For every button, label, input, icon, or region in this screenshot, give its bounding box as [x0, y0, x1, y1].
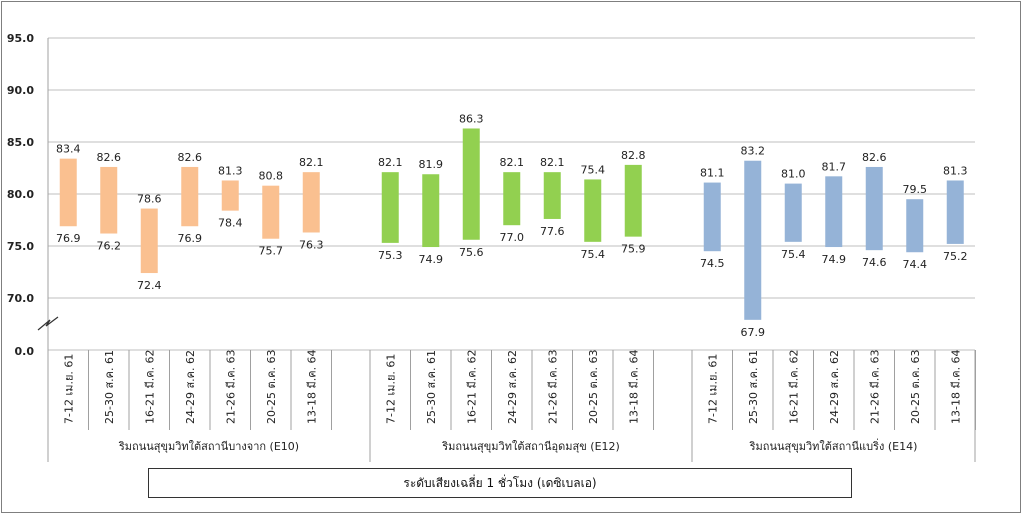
min-data-label: 76.2 — [97, 240, 122, 253]
range-bar — [422, 174, 440, 248]
y-tick-label: 75.0 — [7, 240, 34, 253]
y-tick-label: 0.0 — [15, 345, 35, 358]
max-data-label: 81.0 — [781, 168, 806, 181]
range-bar — [302, 172, 320, 233]
category-label: 16-21 มี.ค. 62 — [787, 349, 800, 424]
category-label: 25-30 ส.ค. 61 — [103, 350, 116, 424]
category-label: 7-12 เม.ย. 61 — [706, 354, 719, 424]
range-bar — [784, 183, 802, 242]
max-data-label: 81.3 — [943, 164, 968, 177]
min-data-label: 74.9 — [419, 253, 444, 266]
range-bar — [624, 164, 642, 237]
min-data-label: 75.2 — [943, 250, 968, 263]
min-data-label: 76.9 — [56, 232, 81, 245]
min-data-label: 76.3 — [299, 238, 324, 251]
max-data-label: 81.7 — [822, 160, 847, 173]
max-data-label: 82.1 — [500, 156, 525, 169]
max-data-label: 78.6 — [137, 193, 162, 206]
max-data-label: 81.1 — [700, 167, 725, 180]
range-bar — [946, 180, 964, 244]
group-label: ริมถนนสุขุมวิทใต้สถานีอุดมสุข (E12) — [441, 440, 620, 453]
category-label: 21-26 มี.ค. 63 — [546, 349, 559, 424]
category-label: 21-26 มี.ค. 63 — [868, 349, 881, 424]
y-tick-label: 90.0 — [7, 84, 34, 97]
min-data-label: 76.9 — [178, 232, 203, 245]
axis-break-marker — [37, 316, 59, 331]
max-data-label: 82.1 — [540, 156, 565, 169]
max-data-label: 82.1 — [299, 156, 324, 169]
category-label: 16-21 มี.ค. 62 — [143, 349, 156, 424]
range-bar — [181, 166, 199, 227]
range-bar — [140, 208, 158, 274]
min-data-label: 72.4 — [137, 279, 162, 292]
category-label: 24-29 ส.ค. 62 — [184, 350, 197, 424]
max-data-label: 75.4 — [581, 163, 606, 176]
range-bar — [503, 172, 521, 226]
max-data-label: 83.2 — [741, 145, 766, 158]
group-label: ริมถนนสุขุมวิทใต้สถานีแบริ่ง (E14) — [749, 438, 918, 453]
min-data-label: 75.4 — [781, 248, 806, 261]
min-data-label: 78.4 — [218, 217, 243, 230]
min-data-label: 75.9 — [621, 243, 646, 256]
min-data-label: 74.9 — [822, 253, 847, 266]
min-data-label: 77.0 — [500, 231, 525, 244]
max-data-label: 81.9 — [419, 158, 444, 171]
category-label: 21-26 มี.ค. 63 — [224, 349, 237, 424]
max-data-label: 82.1 — [378, 156, 403, 169]
max-data-label: 83.4 — [56, 143, 81, 156]
min-data-label: 74.4 — [903, 258, 928, 271]
min-data-label: 74.5 — [700, 257, 725, 270]
min-data-label: 75.6 — [459, 246, 484, 259]
category-label: 13-18 มี.ค. 64 — [949, 349, 962, 424]
range-bar — [262, 185, 280, 239]
max-data-label: 81.3 — [218, 164, 243, 177]
category-label: 24-29 ส.ค. 62 — [506, 350, 519, 424]
min-data-label: 75.7 — [259, 245, 284, 258]
max-data-label: 82.6 — [97, 151, 122, 164]
range-bar — [703, 182, 721, 252]
legend-box: ระดับเสียงเฉลี่ย 1 ชั่วโมง (เดซิเบลเอ) — [148, 468, 852, 498]
legend-label: ระดับเสียงเฉลี่ย 1 ชั่วโมง (เดซิเบลเอ) — [403, 475, 597, 490]
min-data-label: 67.9 — [741, 326, 766, 339]
max-data-label: 80.8 — [259, 170, 284, 183]
min-data-label: 75.4 — [581, 248, 606, 261]
category-label: 20-25 ต.ค. 63 — [265, 350, 278, 424]
y-tick-label: 85.0 — [7, 136, 34, 149]
min-data-label: 75.3 — [378, 249, 403, 262]
category-label: 24-29 ส.ค. 62 — [828, 350, 841, 424]
range-bar — [221, 180, 239, 211]
max-data-label: 82.8 — [621, 149, 646, 162]
min-data-label: 77.6 — [540, 225, 565, 238]
range-bar — [462, 128, 480, 240]
range-bar — [381, 172, 399, 243]
max-data-label: 82.6 — [178, 151, 203, 164]
y-tick-label: 80.0 — [7, 188, 34, 201]
range-bar — [584, 179, 602, 242]
category-label: 13-18 มี.ค. 64 — [627, 349, 640, 424]
range-bar — [865, 166, 883, 251]
category-label: 20-25 ต.ค. 63 — [587, 350, 600, 424]
y-tick-label: 95.0 — [7, 32, 34, 45]
category-label: 20-25 ต.ค. 63 — [909, 350, 922, 424]
range-bar — [825, 176, 843, 248]
category-label: 16-21 มี.ค. 62 — [465, 349, 478, 424]
y-tick-label: 70.0 — [7, 292, 34, 305]
range-bar — [543, 172, 561, 219]
category-label: 13-18 มี.ค. 64 — [305, 349, 318, 424]
category-label: 7-12 เม.ย. 61 — [62, 354, 75, 424]
category-label: 7-12 เม.ย. 61 — [384, 354, 397, 424]
range-bar — [59, 158, 77, 227]
category-label: 25-30 ส.ค. 61 — [747, 350, 760, 424]
min-data-label: 74.6 — [862, 256, 887, 269]
category-label: 25-30 ส.ค. 61 — [425, 350, 438, 424]
max-data-label: 79.5 — [903, 183, 928, 196]
range-bar — [100, 166, 118, 234]
max-data-label: 86.3 — [459, 112, 484, 125]
max-data-label: 82.6 — [862, 151, 887, 164]
range-bar — [906, 199, 924, 253]
range-bar — [744, 160, 762, 320]
group-label: ริมถนนสุขุมวิทใต้สถานีบางจาก (E10) — [118, 440, 299, 453]
